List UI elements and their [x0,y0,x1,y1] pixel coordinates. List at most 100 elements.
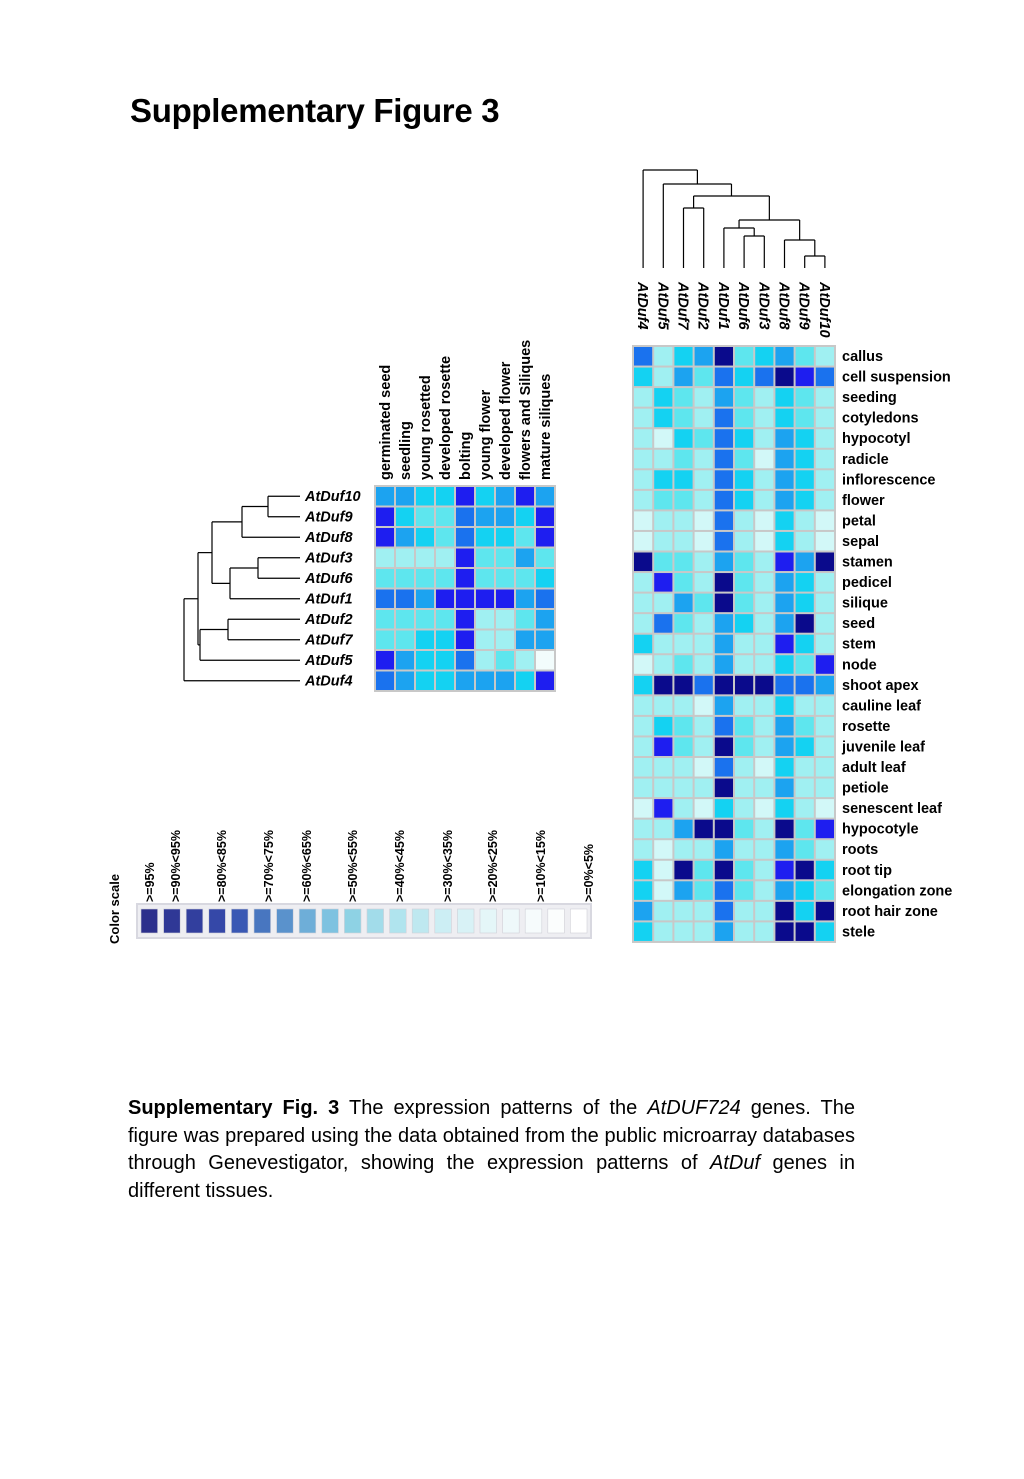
tissue-row-label: rosette [842,719,890,735]
heatmap-cell [396,610,414,629]
heatmap-cell [634,573,653,592]
heatmap-cell [496,671,514,690]
heatmap-cell [735,675,754,695]
heatmap-cell [694,511,713,530]
heatmap-cell [654,449,673,469]
caption-text-1: The expression patterns of the [339,1097,648,1119]
heatmap-cell [795,634,814,654]
heatmap-cell [654,922,673,941]
heatmap-cell [694,778,713,798]
caption-lead: Supplementary Fig. 3 [128,1097,340,1119]
heatmap-cell [476,528,494,547]
heatmap-cell [634,778,653,798]
heatmap-cell [634,470,653,489]
heatmap-cell [755,388,774,407]
heatmap-cell [694,552,713,572]
heatmap-cell [735,778,754,798]
heatmap-cell [634,347,653,366]
heatmap-cell [476,671,494,690]
heatmap-cell [714,552,733,572]
tissue-row-label: stem [842,637,876,653]
heatmap-cell [674,696,693,715]
color-scale-tick-label: >=80%<85% [215,830,229,902]
heatmap-cell [674,367,693,387]
heatmap-cell [735,881,754,900]
heatmap-cell [536,610,554,629]
heatmap-cell [634,429,653,448]
heatmap-cell [516,487,534,506]
heatmap-cell [516,507,534,526]
heatmap-cell [694,388,713,407]
heatmap-cell [775,408,794,428]
heatmap-cell [376,507,394,526]
color-scale-swatch [502,908,520,934]
heatmap-cell [694,758,713,777]
heatmap-cell [376,630,394,649]
color-scale-swatch [547,908,565,934]
left-row-labels: AtDuf10 AtDuf9 AtDuf8 AtDuf3 AtDuf6 AtDuf1 AtD… [304,489,361,690]
heatmap-cell [714,573,733,592]
heatmap-cell [496,528,514,547]
column-label: young flower [478,389,494,480]
heatmap-cell [694,634,713,654]
heatmap-cell [694,347,713,366]
heatmap-cell [775,511,794,530]
column-label: young rosetted [418,375,434,480]
heatmap-cell [376,569,394,588]
tissue-row-label: senescent leaf [842,801,942,817]
heatmap-cell [795,367,814,387]
heatmap-cell [516,630,534,649]
heatmap-cell [795,675,814,695]
heatmap-cell [496,610,514,629]
heatmap-cell [476,651,494,670]
heatmap-cell [674,675,693,695]
tissue-row-label: inflorescence [842,472,936,488]
heatmap-cell [815,655,834,674]
heatmap-cell [436,671,454,690]
gene-row-label: AtDuf4 [304,674,353,690]
gene-column-label: AtDuf5 [654,281,670,330]
heatmap-cell [516,610,534,629]
heatmap-cell [436,528,454,547]
tissue-row-label: cauline leaf [842,698,921,714]
heatmap-cell [795,388,814,407]
heatmap-cell [775,840,794,859]
gene-column-label: AtDuf2 [695,281,711,330]
heatmap-cell [755,778,774,798]
color-scale-tick-label: >=10%<15% [534,830,548,902]
heatmap-cell [654,429,673,448]
heatmap-cell [815,860,834,880]
heatmap-cell [714,408,733,428]
heatmap-cell [775,367,794,387]
heatmap-cell [735,429,754,448]
heatmap-cell [674,347,693,366]
heatmap-cell [674,593,693,613]
heatmap-cell [456,630,474,649]
heatmap-cell [775,881,794,900]
heatmap-cell [674,552,693,572]
color-scale-swatch [479,908,497,934]
heatmap-cell [416,651,434,670]
heatmap-cell [714,388,733,407]
heatmap-cell [714,614,733,633]
heatmap-cell [815,531,834,551]
heatmap-cell [654,347,673,366]
right-column-labels: AtDuf4 AtDuf5 AtDuf7 AtDuf2 AtDuf1 AtDuf6 AtDu… [634,281,832,338]
heatmap-cell [516,589,534,608]
heatmap-cell [436,610,454,629]
color-scale-swatch [185,908,204,934]
heatmap-cell [775,860,794,880]
heatmap-cell [694,799,713,818]
color-scale-swatch [253,908,271,934]
heatmap-cell [694,840,713,859]
heatmap-cell [396,651,414,670]
heatmap-cell [815,819,834,839]
heatmap-cell [815,881,834,900]
color-scale-tick-label: >=90%<95% [169,830,183,902]
heatmap-cell [714,429,733,448]
heatmap-cell [775,737,794,756]
heatmap-cell [714,675,733,695]
gene-column-label: AtDuf8 [776,281,792,330]
color-scale-swatch [163,908,181,934]
heatmap-cell [674,840,693,859]
